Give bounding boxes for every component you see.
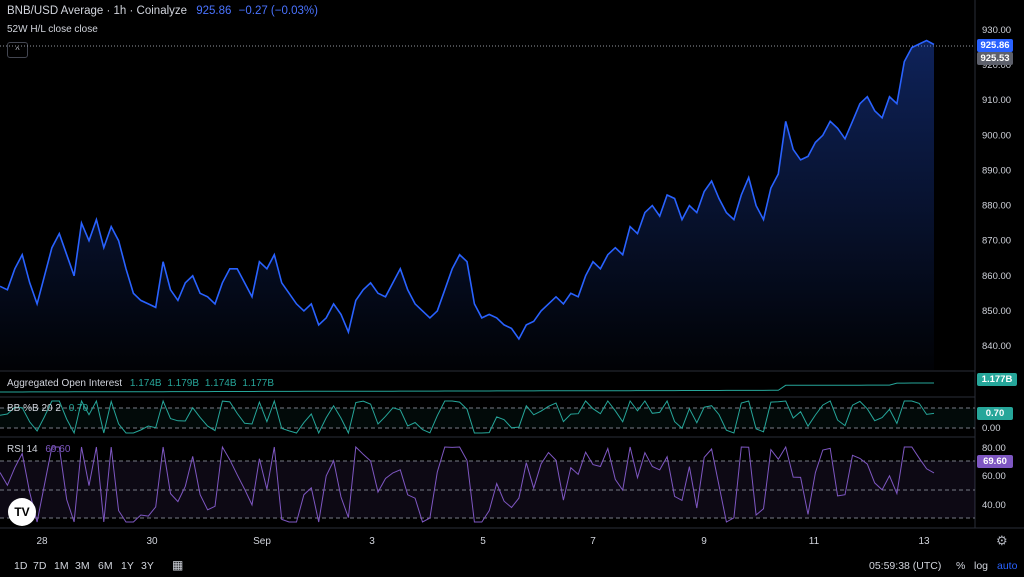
time-tick-label: 30	[146, 536, 158, 547]
oi-tag: 1.177B	[977, 373, 1017, 386]
last-price-tag: 925.86	[977, 39, 1013, 52]
price-tick-label: 850.00	[982, 306, 1011, 317]
prev-close-tag: 925.53	[977, 52, 1013, 65]
range-3m-button[interactable]: 3M	[75, 560, 90, 572]
rsi-value: 69.60	[45, 444, 71, 455]
price-tick-label: 890.00	[982, 165, 1011, 176]
price-line	[0, 39, 935, 341]
bb-series-line	[0, 399, 935, 435]
rsi-tag: 69.60	[977, 455, 1013, 468]
bb-value: 0.70	[68, 403, 89, 414]
price-tick-label: 910.00	[982, 95, 1011, 106]
oi-value: 1.174B	[204, 378, 237, 389]
bottom-toolbar: 1D 7D 1M 3M 6M 1Y 3Y ▦ 05:59:38 (UTC) % …	[0, 556, 1024, 577]
price-tick-label: 870.00	[982, 236, 1011, 247]
bb-legend[interactable]: BB %B 20 2 0.70	[7, 403, 88, 414]
chart-canvas[interactable]: 930.00920.00910.00900.00890.00880.00870.…	[0, 0, 1024, 556]
oi-value: 1.177B	[242, 378, 275, 389]
oi-value: 1.174B	[129, 378, 162, 389]
price-tick-label: 900.00	[982, 130, 1011, 141]
price-tick-label: 860.00	[982, 271, 1011, 282]
time-tick-label: 3	[369, 536, 375, 547]
price-series-line	[0, 39, 935, 341]
price-tick-label: 920.00	[982, 60, 1011, 71]
price-axis[interactable]: 930.00 920.00 910.00 900.00 890.00 880.00 870.…	[982, 25, 1011, 352]
header-price: 925.86	[196, 5, 232, 17]
auto-toggle[interactable]: auto	[997, 560, 1018, 572]
oi-value: 1.179B	[167, 378, 200, 389]
bb-tag: 0.70	[977, 407, 1013, 420]
indicator-52w-label[interactable]: 52W H/L close close	[7, 24, 98, 35]
rsi-legend[interactable]: RSI 14 69.60	[7, 444, 70, 455]
time-tick-label: 28	[36, 536, 48, 547]
header-change: −0.27 (−0.03%)	[238, 5, 318, 17]
rsi-tick-label: 60.00	[982, 471, 1006, 482]
time-tick-label: 5	[480, 536, 486, 547]
range-7d-button[interactable]: 7D	[33, 560, 47, 572]
bb-line	[0, 399, 935, 435]
gear-icon[interactable]: ⚙	[996, 533, 1008, 548]
clock-time[interactable]: 05:59:38 (UTC)	[869, 560, 942, 572]
tradingview-logo-icon[interactable]: TV	[8, 498, 36, 526]
oi-series-line	[0, 382, 934, 393]
chart-header: BNB/USD Average · 1h · Coinalyze 925.86 …	[7, 5, 318, 17]
time-tick-label: 11	[809, 536, 820, 547]
price-area	[0, 40, 934, 370]
price-area-fill	[0, 40, 934, 370]
range-3y-button[interactable]: 3Y	[141, 560, 154, 572]
calendar-icon[interactable]: ▦	[172, 558, 184, 572]
time-tick-label: 7	[590, 536, 596, 547]
time-tick-label: Sep	[253, 536, 271, 547]
oi-label: Aggregated Open Interest	[7, 378, 123, 389]
time-tick-label: 9	[701, 536, 707, 547]
bb-label: BB %B 20 2	[7, 403, 61, 414]
rsi-series-line	[0, 445, 935, 523]
symbol-title[interactable]: BNB/USD Average · 1h · Coinalyze	[7, 5, 188, 17]
price-tick-label: 880.00	[982, 201, 1011, 212]
range-1d-button[interactable]: 1D	[14, 560, 28, 572]
range-1m-button[interactable]: 1M	[54, 560, 69, 572]
rsi-tick-label: 40.00	[982, 500, 1006, 511]
oi-line	[0, 382, 934, 393]
rsi-label: RSI 14	[7, 444, 38, 455]
bb-band-background	[0, 408, 975, 428]
range-6m-button[interactable]: 6M	[98, 560, 113, 572]
oi-legend[interactable]: Aggregated Open Interest 1.174B 1.179B 1…	[7, 378, 274, 389]
rsi-tick-label: 80.00	[982, 443, 1006, 454]
time-axis[interactable]: 28 30 Sep 3 5 7 9 11 13	[36, 536, 930, 547]
price-tick-label: 930.00	[982, 25, 1011, 36]
price-tick-label: 840.00	[982, 341, 1011, 352]
range-1y-button[interactable]: 1Y	[121, 560, 134, 572]
rsi-line	[0, 445, 935, 523]
percent-toggle[interactable]: %	[956, 560, 966, 572]
log-toggle[interactable]: log	[974, 560, 989, 572]
bb-tick-label: 0.00	[982, 423, 1001, 434]
time-tick-label: 13	[918, 536, 930, 547]
